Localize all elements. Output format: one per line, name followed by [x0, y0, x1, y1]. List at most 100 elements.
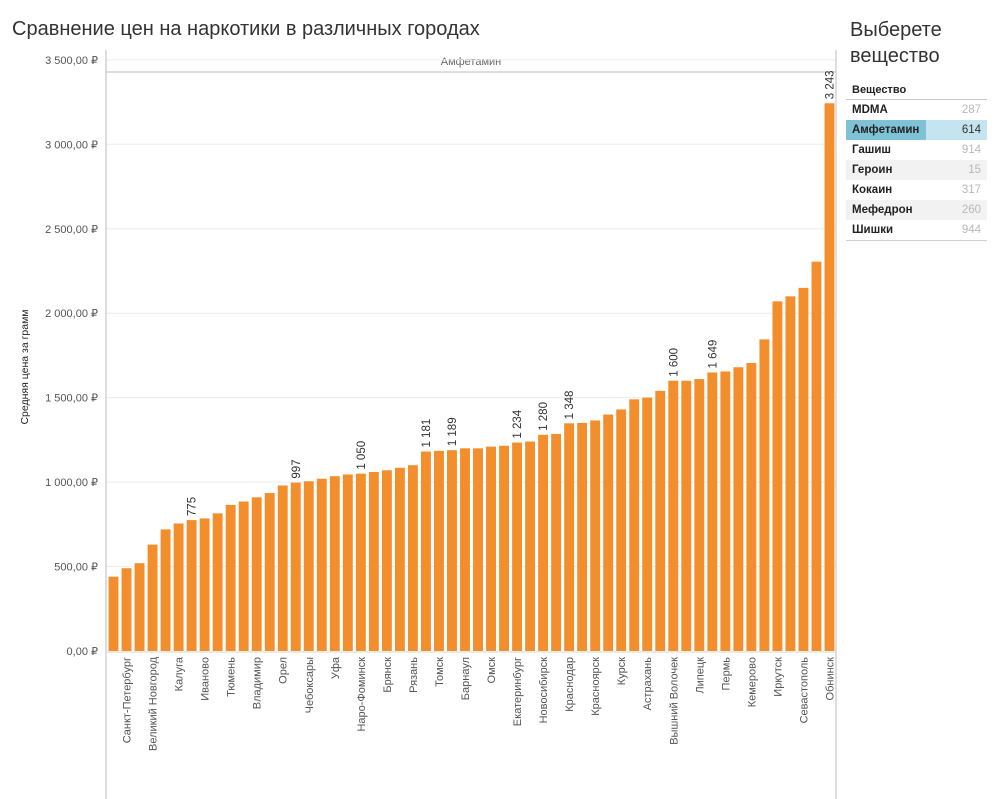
- x-tick-label: Томск: [434, 657, 446, 687]
- filter-item-label: Гашиш: [852, 144, 892, 156]
- bar[interactable]: [616, 409, 627, 651]
- bar[interactable]: [108, 576, 119, 651]
- bar[interactable]: [134, 563, 145, 651]
- filter-item[interactable]: Кокаин 317: [846, 180, 987, 200]
- x-tick-label: Пермь: [720, 657, 732, 691]
- x-tick-label: Иваново: [200, 657, 212, 701]
- x-tick-label: Барнаул: [460, 657, 472, 700]
- bar[interactable]: [577, 422, 588, 651]
- bar[interactable]: [473, 448, 483, 651]
- bar[interactable]: [420, 451, 431, 651]
- filter-item-count: 944: [961, 224, 981, 236]
- bar[interactable]: [499, 445, 509, 651]
- bar[interactable]: [642, 397, 653, 651]
- bar[interactable]: [486, 446, 496, 651]
- y-tick-label: 1 500,00 ₽: [45, 393, 98, 405]
- bar[interactable]: [147, 544, 158, 651]
- data-label: 3 243: [824, 70, 836, 99]
- bar[interactable]: [225, 504, 236, 651]
- x-tick-label: Брянск: [382, 657, 394, 693]
- filter-item[interactable]: Героин 15: [846, 160, 987, 180]
- x-tick-label: Наро-Фоминск: [356, 657, 368, 732]
- bar[interactable]: [720, 371, 731, 651]
- bar[interactable]: [655, 390, 666, 651]
- bar[interactable]: [303, 481, 314, 651]
- y-tick-label: 2 500,00 ₽: [45, 224, 98, 236]
- bar[interactable]: [342, 474, 353, 651]
- y-tick-label: 500,00 ₽: [54, 562, 98, 574]
- bar[interactable]: [759, 339, 770, 651]
- bar[interactable]: [264, 493, 275, 651]
- bar[interactable]: [681, 380, 692, 651]
- data-label: 1 189: [447, 417, 459, 446]
- bar[interactable]: [316, 478, 327, 651]
- x-tick-label: Екатеринбург: [512, 657, 524, 726]
- bar[interactable]: [629, 399, 640, 651]
- bar[interactable]: [199, 518, 210, 651]
- bar[interactable]: [160, 529, 171, 651]
- bar[interactable]: [238, 501, 249, 651]
- x-tick-label: Астрахань: [642, 657, 654, 711]
- bar[interactable]: [329, 476, 340, 651]
- bar[interactable]: [212, 513, 223, 651]
- bar[interactable]: [811, 261, 822, 651]
- bar[interactable]: [355, 473, 366, 651]
- filter-item[interactable]: Шишки 944: [846, 220, 987, 241]
- filter-item-label: Шишки: [852, 224, 894, 236]
- bar[interactable]: [707, 372, 718, 651]
- filter-item-label: Героин: [852, 164, 893, 176]
- bar[interactable]: [798, 287, 809, 651]
- y-tick-label: 3 000,00 ₽: [45, 139, 98, 151]
- bar[interactable]: [368, 471, 379, 651]
- x-tick-label: Новосибирск: [538, 657, 550, 724]
- x-tick-label: Омск: [486, 657, 498, 684]
- filter-item-label: MDMA: [852, 104, 888, 116]
- bar[interactable]: [824, 103, 835, 651]
- bar[interactable]: [460, 448, 470, 651]
- bar[interactable]: [551, 433, 562, 651]
- y-axis-title: Средняя цена за грамм: [19, 309, 31, 424]
- filter-item-count: 317: [961, 184, 981, 196]
- filter-item[interactable]: Гашиш 914: [846, 140, 987, 160]
- bar[interactable]: [564, 423, 575, 651]
- data-label: 1 280: [538, 402, 550, 431]
- x-tick-label: Рязань: [408, 657, 420, 693]
- bar[interactable]: [251, 497, 262, 651]
- bar[interactable]: [173, 523, 184, 651]
- filter-title-line1: Выберете: [850, 19, 942, 41]
- bar[interactable]: [772, 301, 783, 651]
- filter-item[interactable]: MDMA 287: [846, 100, 987, 120]
- x-tick-label: Уфа: [330, 656, 342, 679]
- bar[interactable]: [785, 296, 796, 651]
- bar[interactable]: [121, 568, 132, 651]
- bar[interactable]: [447, 450, 457, 651]
- bar[interactable]: [434, 450, 444, 651]
- bar[interactable]: [381, 470, 392, 651]
- bar[interactable]: [746, 363, 757, 651]
- bar[interactable]: [733, 367, 744, 651]
- x-tick-label: Орел: [278, 657, 290, 684]
- bar[interactable]: [590, 420, 601, 651]
- bar[interactable]: [512, 442, 523, 651]
- y-tick-label: 2 000,00 ₽: [45, 308, 98, 320]
- bar[interactable]: [407, 465, 418, 651]
- bar[interactable]: [538, 434, 549, 651]
- bar[interactable]: [290, 482, 301, 651]
- substance-filter: Вещество MDMA 287 Амфетамин 614 Гашиш 914 Геро…: [846, 84, 987, 241]
- filter-item-count: 287: [961, 104, 981, 116]
- bar[interactable]: [668, 380, 679, 651]
- bar[interactable]: [186, 520, 197, 651]
- bar[interactable]: [603, 414, 614, 651]
- panel-header: [106, 50, 836, 72]
- panel-label: Амфетамин: [441, 56, 502, 68]
- filter-list: MDMA 287 Амфетамин 614 Гашиш 914 Героин 15 Кокаи…: [846, 100, 987, 241]
- bar[interactable]: [277, 485, 288, 651]
- filter-item-label: Кокаин: [852, 184, 893, 196]
- bar[interactable]: [394, 467, 405, 651]
- page-title: Сравнение цен на наркотики в различных г…: [12, 18, 480, 40]
- filter-item[interactable]: Мефедрон 260: [846, 200, 987, 220]
- bar[interactable]: [525, 441, 536, 651]
- filter-item[interactable]: Амфетамин 614: [846, 120, 987, 140]
- bar[interactable]: [694, 379, 705, 651]
- data-label: 1 649: [707, 340, 719, 369]
